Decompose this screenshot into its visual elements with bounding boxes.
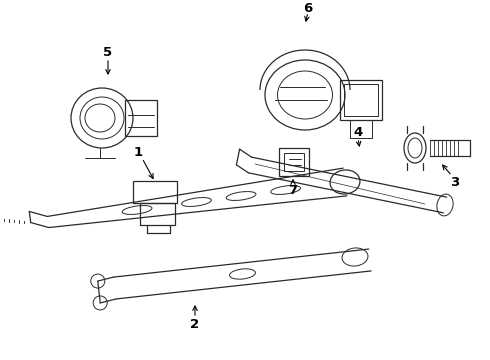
Bar — [125, 100, 157, 136]
Text: 4: 4 — [353, 126, 363, 139]
Text: 5: 5 — [103, 45, 113, 58]
Bar — [279, 148, 309, 176]
Text: 7: 7 — [289, 184, 297, 197]
Bar — [284, 153, 304, 171]
Text: 2: 2 — [191, 319, 199, 332]
Bar — [340, 80, 382, 120]
Bar — [133, 181, 177, 203]
Text: 1: 1 — [133, 145, 143, 158]
Bar — [350, 120, 372, 138]
Bar — [344, 84, 378, 116]
Bar — [140, 203, 175, 225]
Text: 6: 6 — [303, 1, 313, 14]
Text: 3: 3 — [450, 175, 460, 189]
